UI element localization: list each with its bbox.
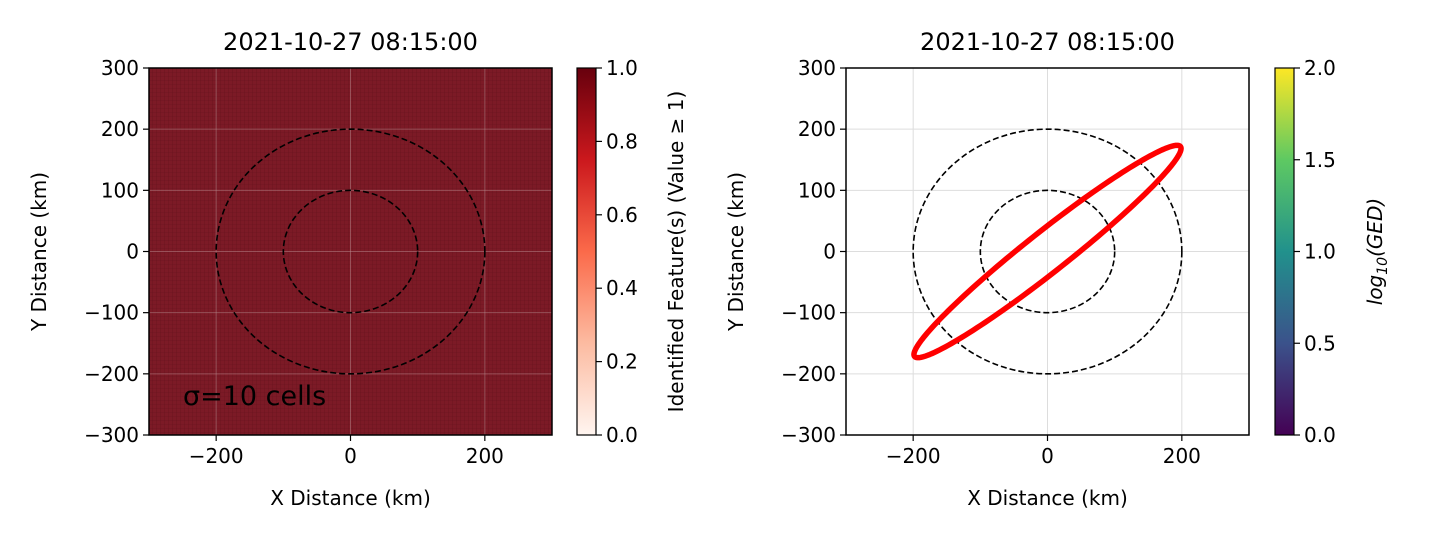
colorbar-tick-label: 0.6 — [606, 203, 638, 227]
panel1-colorbar-ticks: 1.0 0.8 0.6 0.4 0.2 0.0 — [596, 56, 638, 447]
panel2-reference-circles — [912, 128, 1183, 375]
panel1-colorbar-label: Identified Feature(s) (Value ≥ 1) — [664, 91, 688, 413]
y-tick-label: 200 — [101, 117, 139, 141]
panel1-annotation: σ=10 cells — [183, 381, 326, 412]
y-tick-label: 0 — [823, 240, 836, 264]
panel1-title: 2021-10-27 08:15:00 — [223, 28, 478, 56]
y-tick-label: −100 — [781, 301, 836, 325]
feature-ellipse — [911, 142, 1184, 361]
y-tick-label: −200 — [84, 362, 139, 386]
y-tick-label: 0 — [126, 240, 139, 264]
panel1-reference-circles — [215, 128, 486, 375]
reference-circle-200km — [912, 128, 1183, 375]
reference-circle-100km — [282, 189, 419, 314]
y-tick-label: 300 — [101, 56, 139, 80]
panel1-y-ticks: 300 200 100 0 −100 −200 −300 — [84, 56, 149, 447]
x-tick-label: −200 — [189, 444, 244, 468]
x-tick-label: 200 — [1163, 444, 1201, 468]
colorbar-tick-label: 0.2 — [606, 350, 638, 374]
panel-feature-map: 2021-10-27 08:15:00 −200 0 200 3002001000−… — [27, 28, 688, 510]
panel2-colorbar-ticks: 2.0 1.5 1.0 0.5 0.0 — [1294, 56, 1336, 447]
colorbar-tick-label: 2.0 — [1304, 56, 1336, 80]
panel2-colorbar — [1274, 67, 1295, 436]
x-tick-label: −200 — [886, 444, 941, 468]
colorbar-tick-label: 1.0 — [606, 56, 638, 80]
panel2-colorbar-label-sub: 10 — [1375, 257, 1391, 275]
x-tick-label: 0 — [344, 444, 357, 468]
colorbar-tick-label: 0.5 — [1304, 331, 1336, 355]
x-tick-label: 200 — [466, 444, 504, 468]
y-tick-label: 300 — [798, 56, 836, 80]
panel2-xlabel: X Distance (km) — [967, 486, 1128, 510]
panel1-xlabel: X Distance (km) — [270, 486, 431, 510]
panel2-y-ticks: 300 200 100 0 −100 −200 −300 — [781, 56, 846, 447]
colorbar-tick-label: 1.5 — [1304, 148, 1336, 172]
svg-text:log10(GED): log10(GED) — [1363, 198, 1391, 305]
colorbar-tick-label: 1.0 — [1304, 240, 1336, 264]
panel2-title: 2021-10-27 08:15:00 — [920, 28, 1175, 56]
panel2-ylabel: Y Distance (km) — [724, 172, 748, 332]
panel2-colorbar-label-rest: (GED) — [1363, 198, 1387, 257]
y-tick-label: −100 — [84, 301, 139, 325]
panel-ged-map: 2021-10-27 08:15:00 −200 0 200 3002001000−… — [724, 28, 1391, 510]
y-tick-label: −300 — [84, 423, 139, 447]
y-tick-label: −200 — [781, 362, 836, 386]
y-tick-label: 100 — [798, 178, 836, 202]
y-tick-label: 100 — [101, 178, 139, 202]
panel2-colorbar-label-main: log — [1363, 275, 1387, 306]
y-tick-label: −300 — [781, 423, 836, 447]
reference-circle-200km — [215, 128, 486, 375]
x-tick-label: 0 — [1041, 444, 1054, 468]
y-tick-label: 200 — [798, 117, 836, 141]
colorbar-tick-label: 0.4 — [606, 276, 638, 300]
panel2-ellipse-layer — [911, 142, 1184, 361]
panel1-colorbar — [576, 67, 597, 436]
panel2-x-ticks: −200 0 200 — [886, 435, 1201, 468]
panel1-ylabel: Y Distance (km) — [27, 172, 51, 332]
panel1-x-ticks: −200 0 200 — [189, 435, 504, 468]
colorbar-tick-label: 0.8 — [606, 129, 638, 153]
panel2-colorbar-label: log10(GED) — [1363, 198, 1391, 305]
colorbar-tick-label: 0.0 — [606, 423, 638, 447]
reference-circle-100km — [979, 189, 1116, 314]
colorbar-tick-label: 0.0 — [1304, 423, 1336, 447]
